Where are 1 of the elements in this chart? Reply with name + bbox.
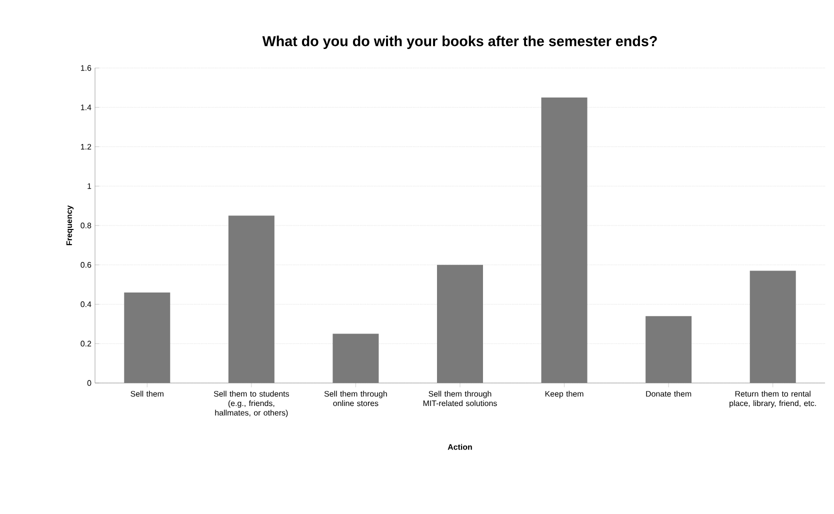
chart-title: What do you do with your books after the semester ends? [262,36,657,50]
